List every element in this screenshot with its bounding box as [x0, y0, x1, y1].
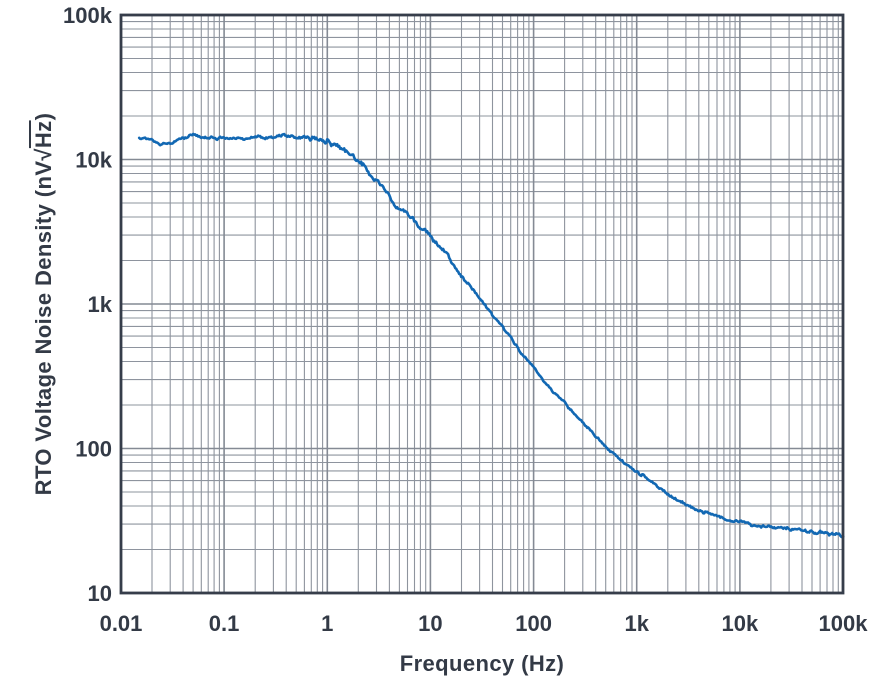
- x-tick-label: 0.01: [100, 611, 143, 636]
- y-tick-label: 100: [75, 437, 112, 462]
- y-axis-title: RTO Voltage Noise Density (nV√Hz): [31, 15, 56, 593]
- x-axis-title: Frequency (Hz): [399, 651, 565, 676]
- sqrt-radical-sign: √: [31, 148, 56, 161]
- x-tick-label: 10k: [722, 611, 759, 636]
- x-tick-label: 10: [418, 611, 442, 636]
- x-tick-label: 100: [515, 611, 552, 636]
- x-tick-labels: 0.01 0.1 1 10 100 1k 10k 100k: [100, 611, 869, 636]
- x-tick-label: 0.1: [209, 611, 240, 636]
- y-tick-label: 1k: [88, 292, 113, 317]
- plot-border: [119, 13, 845, 595]
- noise-density-curve: [137, 132, 845, 539]
- x-tick-label: 1k: [624, 611, 649, 636]
- y-tick-label: 10k: [75, 148, 112, 173]
- x-tick-label: 100k: [819, 611, 869, 636]
- x-tick-label: 1: [321, 611, 333, 636]
- sqrt-overline-hz: Hz: [31, 120, 56, 149]
- y-tick-labels: 10 100 1k 10k 100k: [63, 3, 113, 606]
- y-tick-label: 100k: [63, 3, 113, 28]
- y-axis-title-text: RTO Voltage Noise Density (nV: [31, 160, 56, 496]
- y-tick-label: 10: [88, 581, 112, 606]
- y-axis-title-close-paren: ): [31, 112, 56, 121]
